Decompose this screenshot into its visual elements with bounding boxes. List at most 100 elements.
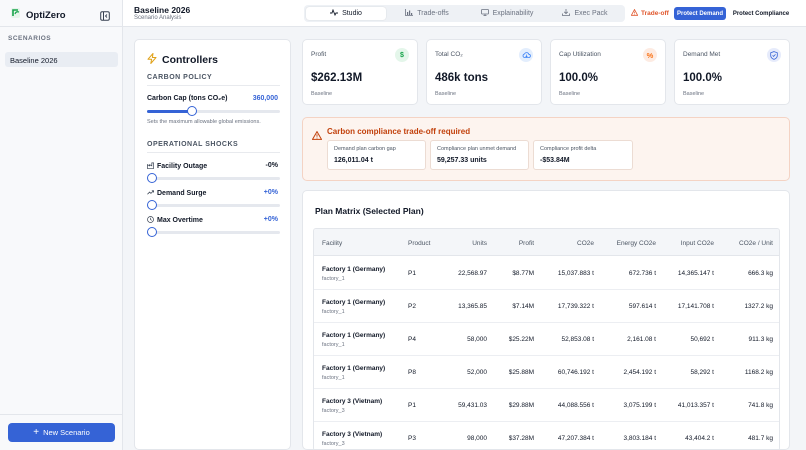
carbon-cap-help: Sets the maximum allowable global emissi… — [147, 119, 261, 125]
kpi-title: Total CO₂ — [435, 51, 463, 58]
cell-co2e: 52,853.08 t — [561, 336, 594, 343]
tab-explainability[interactable]: Explainability — [468, 7, 546, 20]
cell-product: P1 — [408, 270, 416, 277]
cloud-icon — [519, 48, 533, 62]
alert-metric: Compliance plan unmet demand 59,257.33 u… — [430, 140, 529, 170]
shock-label: Facility Outage — [157, 163, 208, 170]
cell-units: 58,000 — [467, 336, 487, 343]
table-row[interactable]: Factory 1 (Germany) factory_1 P8 52,000 $25.… — [314, 356, 779, 389]
kpi-subtitle: Baseline — [311, 91, 333, 97]
table-row[interactable]: Factory 3 (Vietnam) factory_3 P3 98,000 $37.… — [314, 422, 779, 450]
cell-units: 22,568.97 — [458, 270, 487, 277]
kpi-value: $262.13M — [311, 72, 363, 84]
monitor-icon — [480, 9, 489, 18]
tab-label: Explainability — [492, 10, 534, 17]
cell-product: P2 — [408, 303, 416, 310]
kpi-subtitle: Baseline — [435, 91, 457, 97]
kpi-subtitle: Baseline — [559, 91, 581, 97]
cell-units: 98,000 — [467, 435, 487, 442]
sidebar: OptiZero SCENARIOS Baseline 2026 + New S… — [0, 0, 123, 450]
demand-surge-slider[interactable] — [147, 200, 280, 210]
cell-per-unit: 481.7 kg — [748, 435, 773, 442]
cell-per-unit: 911.3 kg — [748, 336, 773, 343]
cell-profit: $7.14M — [512, 303, 534, 310]
scenarios-heading: SCENARIOS — [8, 35, 52, 42]
cell-co2e: 47,207.384 t — [557, 435, 594, 442]
cell-profit: $25.88M — [508, 369, 534, 376]
slider-thumb[interactable] — [147, 200, 157, 210]
table-row[interactable]: Factory 3 (Vietnam) factory_3 P1 59,431.03 $… — [314, 389, 779, 422]
column-header: Energy CO2e — [616, 240, 656, 247]
section-divider — [147, 152, 280, 153]
cell-per-unit: 1168.2 kg — [744, 369, 773, 376]
logo-icon — [10, 6, 21, 24]
carbon-policy-heading: CARBON POLICY — [147, 74, 213, 81]
cell-energy: 2,454.192 t — [623, 369, 656, 376]
kpi-subtitle: Baseline — [683, 91, 705, 97]
plan-matrix-title: Plan Matrix (Selected Plan) — [315, 206, 424, 216]
table-row[interactable]: Factory 1 (Germany) factory_1 P4 58,000 $25.… — [314, 323, 779, 356]
section-divider — [147, 85, 280, 86]
facility-name: Factory 3 (Vietnam) — [322, 398, 383, 405]
carbon-cap-label: Carbon Cap (tons CO₂e) — [147, 95, 228, 102]
column-header: Product — [408, 240, 431, 247]
tab-label: Trade-offs — [417, 10, 449, 17]
demand-surge-value: +0% — [263, 189, 278, 196]
tab-label: Exec Pack — [574, 10, 608, 17]
kpi-value: 486k tons — [435, 72, 489, 84]
tab-exec-pack[interactable]: Exec Pack — [546, 7, 624, 20]
max-overtime-slider[interactable] — [147, 227, 280, 237]
controllers-title: Controllers — [162, 54, 219, 66]
column-header: Facility — [322, 240, 343, 247]
page-subtitle: Scenario Analysis — [134, 15, 182, 21]
shock-label: Max Overtime — [157, 217, 203, 224]
column-header: Profit — [518, 240, 534, 247]
facility-id: factory_3 — [322, 408, 345, 414]
facility-name: Factory 3 (Vietnam) — [322, 431, 383, 438]
cell-profit: $8.77M — [512, 270, 534, 277]
plan-matrix-table: Facility Product Units Profit CO2e Energ… — [313, 228, 780, 450]
carbon-cap-slider[interactable] — [147, 106, 280, 116]
facility-id: factory_1 — [322, 309, 345, 315]
slider-thumb[interactable] — [147, 227, 157, 237]
sidebar-item-scenario[interactable]: Baseline 2026 — [5, 52, 118, 67]
facility-id: factory_1 — [322, 375, 345, 381]
clock-icon — [147, 216, 154, 225]
facility-name: Factory 1 (Germany) — [322, 266, 386, 273]
table-row[interactable]: Factory 1 (Germany) factory_1 P2 13,365.85 $… — [314, 290, 779, 323]
kpi-value: 100.0% — [683, 72, 723, 84]
facility-id: factory_1 — [322, 276, 345, 282]
facility-name: Factory 1 (Germany) — [322, 299, 386, 306]
tradeoff-label: Trade-off — [641, 10, 669, 17]
tab-label: Studio — [342, 10, 362, 17]
cell-units: 13,365.85 — [458, 303, 487, 310]
alert-title: Carbon compliance trade-off required — [327, 127, 471, 136]
protect-demand-button[interactable]: Protect Demand — [674, 7, 726, 20]
table-row[interactable]: Factory 1 (Germany) factory_1 P1 22,568.97 $… — [314, 257, 779, 290]
percent-icon: % — [643, 48, 657, 62]
trending-up-icon — [147, 189, 154, 198]
alert-metric: Compliance profit delta -$53.84M — [533, 140, 633, 170]
cell-product: P3 — [408, 435, 416, 442]
new-scenario-button[interactable]: + New Scenario — [8, 423, 115, 442]
cell-co2e: 17,739.322 t — [557, 303, 594, 310]
table-header: Facility Product Units Profit CO2e Energ… — [314, 229, 779, 256]
slider-thumb[interactable] — [187, 106, 197, 116]
cell-input: 43,404.2 t — [685, 435, 714, 442]
column-header: CO2e / Unit — [739, 240, 773, 247]
cell-energy: 3,803.184 t — [623, 435, 656, 442]
slider-thumb[interactable] — [147, 173, 157, 183]
max-overtime-value: +0% — [263, 216, 278, 223]
kpi-card-profit: Profit $ $262.13M Baseline — [302, 39, 418, 105]
tab-trade-offs[interactable]: Trade-offs — [388, 7, 466, 20]
tab-studio[interactable]: Studio — [306, 7, 386, 20]
controllers-heading: Controllers — [147, 53, 218, 67]
sidebar-divider — [0, 26, 123, 27]
protect-compliance-button[interactable]: Protect Compliance — [732, 10, 790, 17]
cell-per-unit: 1327.2 kg — [744, 303, 773, 310]
view-tabs: Studio Trade-offs Explainability Exec Pa… — [304, 5, 625, 22]
cell-profit: $29.88M — [508, 402, 534, 409]
facility-outage-slider[interactable] — [147, 173, 280, 183]
sidebar-collapse-icon[interactable] — [100, 8, 110, 21]
